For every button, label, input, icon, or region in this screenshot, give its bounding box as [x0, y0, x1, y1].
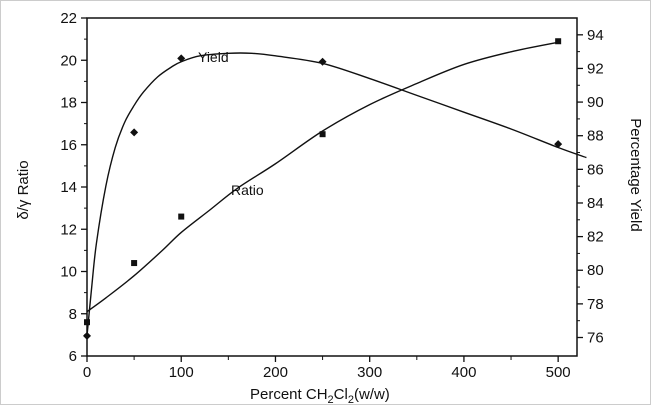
y-right-tick-label: 86: [587, 161, 604, 178]
x-tick-label: 500: [546, 364, 571, 381]
y-right-tick-label: 76: [587, 330, 604, 347]
x-tick-label: 200: [263, 364, 288, 381]
x-tick-label: 100: [169, 364, 194, 381]
x-axis-title: Percent CH2Cl2(w/w): [250, 386, 390, 405]
yield-curve: [86, 52, 587, 336]
x-tick-label: 0: [83, 364, 91, 381]
y-right-tick-label: 80: [587, 262, 604, 279]
ratio-point: [555, 38, 562, 45]
y-left-tick-label: 22: [60, 10, 77, 27]
ratio-point: [84, 319, 90, 326]
series-label-yield: Yield: [198, 49, 229, 65]
data-markers: [83, 38, 563, 340]
yield-point: [177, 54, 186, 63]
y-right-tick-label: 78: [587, 296, 604, 313]
ratio-point: [178, 213, 185, 220]
plot-frame: [86, 17, 578, 357]
ratio-point: [131, 260, 138, 267]
y-right-axis-title: Percentage Yield: [627, 118, 644, 231]
y-right-tick-label: 84: [587, 195, 604, 212]
y-left-tick-label: 16: [60, 137, 77, 154]
y-right-tick-label: 90: [587, 94, 604, 111]
y-right-tick-label: 92: [587, 60, 604, 77]
y-right-tick-label: 82: [587, 229, 604, 246]
y-left-tick-label: 12: [60, 221, 77, 238]
y-left-tick-label: 14: [60, 179, 77, 196]
y-right-tick-label: 88: [587, 128, 604, 145]
ratio-point: [319, 131, 326, 138]
y-right-tick-label: 94: [587, 27, 604, 44]
yield-point: [318, 57, 327, 66]
y-left-axis-title: δ/γ Ratio: [15, 160, 32, 219]
y-left-tick-label: 18: [60, 95, 77, 112]
series-label-ratio: Ratio: [231, 182, 264, 198]
yield-point: [554, 140, 563, 149]
y-left-tick-label: 6: [69, 348, 77, 365]
yield-point: [83, 331, 91, 340]
yield-point: [130, 128, 139, 137]
y-left-tick-label: 8: [69, 306, 77, 323]
x-tick-label: 300: [357, 364, 382, 381]
x-tick-label: 400: [451, 364, 476, 381]
y-left-tick-label: 10: [60, 264, 77, 281]
ratio-curve: [86, 41, 559, 313]
y-left-tick-label: 20: [60, 52, 77, 69]
axis-ticks: 0 100 200 300 400 500 6 8 10 12 14 16 18 20 22 76 78 80 82…: [60, 10, 603, 381]
fitted-curves: [86, 41, 587, 336]
